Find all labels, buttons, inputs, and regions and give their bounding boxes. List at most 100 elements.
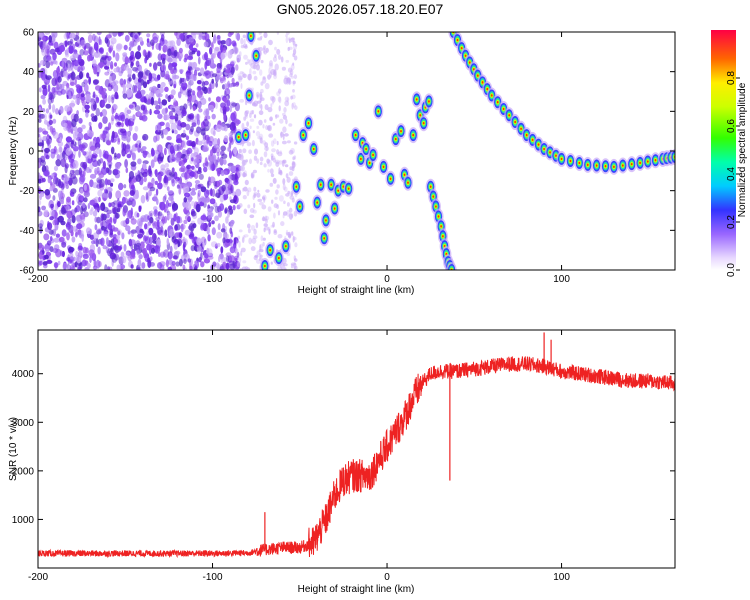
spectral-blob-core xyxy=(263,264,266,268)
noise-speckle-faint xyxy=(263,32,268,38)
noise-speckle xyxy=(50,61,54,66)
noise-speckle-faint xyxy=(271,155,276,160)
spectrogram-x-axis-label: Height of straight line (km) xyxy=(298,285,415,296)
noise-speckle xyxy=(209,198,216,205)
noise-speckle-faint xyxy=(258,249,264,253)
noise-speckle xyxy=(149,216,154,224)
noise-speckle xyxy=(49,236,53,242)
noise-speckle-faint xyxy=(249,214,255,219)
noise-speckle xyxy=(71,60,75,67)
noise-speckle-faint xyxy=(249,118,255,122)
noise-speckle-faint xyxy=(268,67,271,75)
noise-speckle xyxy=(149,110,152,115)
spectral-blob-core xyxy=(372,153,374,157)
noise-speckle xyxy=(158,97,161,105)
noise-speckle xyxy=(214,184,218,189)
noise-speckle xyxy=(79,49,85,56)
noise-speckle-faint xyxy=(293,45,295,49)
noise-speckle xyxy=(144,57,148,64)
noise-speckle xyxy=(55,108,59,115)
noise-speckle xyxy=(186,73,191,79)
noise-speckle-faint xyxy=(284,164,289,168)
noise-speckle-faint xyxy=(291,192,294,196)
noise-speckle xyxy=(130,264,134,269)
noise-speckle xyxy=(65,141,71,149)
snr-y-tick-label: 1000 xyxy=(12,515,35,526)
noise-speckle xyxy=(179,145,183,150)
noise-speckle xyxy=(116,121,122,126)
noise-speckle xyxy=(39,136,42,142)
noise-speckle xyxy=(50,173,55,178)
noise-speckle xyxy=(143,176,147,183)
noise-speckle-faint xyxy=(249,158,252,165)
noise-speckle xyxy=(220,246,224,254)
noise-speckle-faint xyxy=(293,155,297,160)
noise-speckle-faint xyxy=(290,264,294,269)
spectral-blob-core xyxy=(354,133,357,137)
noise-speckle xyxy=(230,219,235,225)
noise-speckle-faint xyxy=(279,169,283,174)
noise-speckle xyxy=(224,97,227,104)
spectral-blob-core xyxy=(337,189,340,192)
noise-speckle xyxy=(191,76,194,84)
noise-speckle xyxy=(128,124,133,132)
noise-speckle-faint xyxy=(275,114,278,120)
noise-speckle xyxy=(38,133,41,138)
noise-speckle xyxy=(39,60,46,66)
noise-speckle-faint xyxy=(239,71,244,75)
snr-x-axis-label: Height of straight line (km) xyxy=(298,584,415,595)
noise-speckle xyxy=(191,165,195,170)
noise-speckle xyxy=(225,252,232,258)
noise-speckle xyxy=(64,40,68,48)
noise-speckle xyxy=(205,57,211,66)
noise-speckle xyxy=(185,135,190,141)
noise-speckle xyxy=(151,247,155,254)
noise-speckle xyxy=(125,250,132,256)
track-curve-point-core xyxy=(569,159,572,163)
spectral-blob-core xyxy=(250,34,252,38)
noise-speckle xyxy=(131,152,137,161)
noise-speckle xyxy=(130,229,137,234)
noise-speckle xyxy=(46,55,51,62)
noise-speckle-faint xyxy=(238,229,243,233)
noise-speckle xyxy=(79,250,82,257)
noise-speckle xyxy=(78,71,84,80)
noise-speckle xyxy=(73,256,76,262)
track-curve-point-core xyxy=(604,165,607,168)
noise-speckle xyxy=(170,52,177,59)
noise-speckle xyxy=(137,77,142,83)
noise-speckle xyxy=(225,39,230,46)
noise-speckle xyxy=(116,153,121,159)
noise-speckle-faint xyxy=(265,189,270,193)
noise-speckle xyxy=(196,80,202,85)
noise-speckle-faint xyxy=(242,173,248,177)
noise-speckle-faint xyxy=(281,159,285,164)
noise-speckle xyxy=(75,205,81,213)
noise-speckle xyxy=(215,124,222,132)
noise-speckle xyxy=(155,104,161,110)
noise-speckle xyxy=(41,76,47,81)
noise-speckle-faint xyxy=(269,182,274,187)
noise-speckle xyxy=(61,60,65,68)
noise-speckle-faint xyxy=(246,121,250,127)
noise-speckle-faint xyxy=(245,159,249,163)
noise-speckle xyxy=(42,87,48,97)
noise-speckle-faint xyxy=(292,80,296,85)
noise-speckle xyxy=(69,81,75,86)
noise-speckle-faint xyxy=(262,216,266,222)
noise-speckle-faint xyxy=(260,243,264,250)
noise-speckle xyxy=(235,81,240,86)
noise-speckle-faint xyxy=(278,54,282,60)
track-curve-point-core xyxy=(586,163,589,167)
noise-speckle-faint xyxy=(278,96,282,104)
noise-speckle xyxy=(52,104,56,113)
noise-speckle xyxy=(76,223,83,230)
noise-speckle xyxy=(223,83,228,90)
noise-speckle xyxy=(38,178,42,184)
noise-speckle xyxy=(101,99,106,108)
noise-speckle xyxy=(95,147,100,155)
noise-speckle xyxy=(41,84,47,89)
noise-speckle xyxy=(75,97,81,105)
noise-speckle xyxy=(83,43,87,51)
colorbar-gradient xyxy=(711,30,736,270)
